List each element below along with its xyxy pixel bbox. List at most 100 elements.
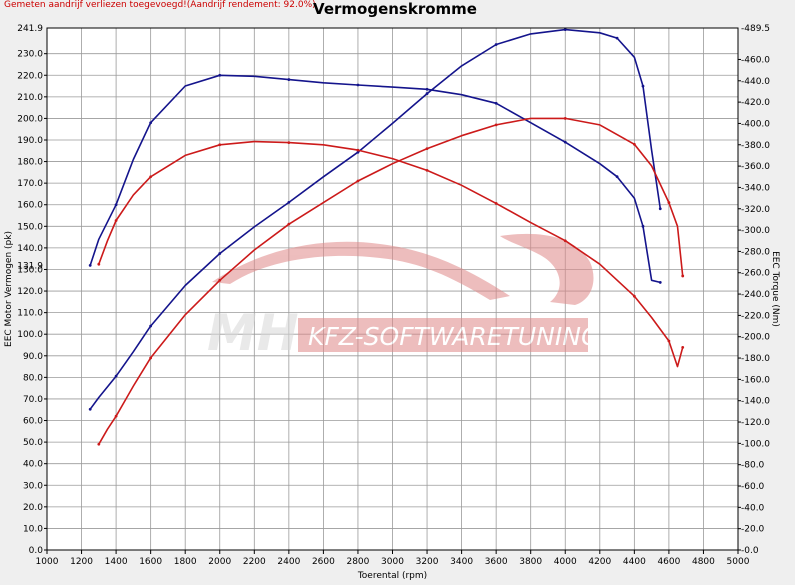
- x-tick-label: 4200: [588, 557, 611, 567]
- y-tick-label: 220.0: [17, 71, 43, 81]
- y-tick-label: 100.0: [17, 330, 43, 340]
- y2-tick-label: -140.0: [741, 397, 770, 407]
- data-point: [287, 222, 291, 226]
- data-point: [149, 356, 153, 360]
- y2-tick-label: -380.0: [741, 141, 770, 151]
- data-point: [563, 28, 567, 31]
- y-tick-label: 0.0: [29, 546, 44, 556]
- x-tick-label: 3400: [450, 557, 473, 567]
- y-tick-label: 130.0: [17, 265, 43, 275]
- x-tick-label: 2400: [277, 557, 300, 567]
- data-point: [218, 252, 222, 255]
- data-point: [114, 203, 118, 207]
- data-point: [615, 175, 619, 179]
- y-tick-label-start: 131.9: [17, 261, 43, 271]
- data-point: [615, 36, 619, 40]
- y2-tick-label: -60.0: [741, 482, 765, 492]
- y-tick-label: 80.0: [23, 373, 43, 383]
- y2-tick-label: -80.0: [741, 461, 765, 471]
- y2-tick-label: -100.0: [741, 439, 770, 449]
- y-tick-label: 180.0: [17, 158, 43, 168]
- data-point: [563, 140, 567, 144]
- data-point: [218, 143, 222, 147]
- data-point: [632, 294, 636, 298]
- data-point: [287, 141, 291, 145]
- x-tick-label: 5000: [727, 557, 750, 567]
- y-tick-label: 150.0: [17, 222, 43, 232]
- y2-tick-label: -420.0: [741, 98, 770, 108]
- y-tick-label: 20.0: [23, 503, 43, 513]
- y-tick-label: 70.0: [23, 395, 43, 405]
- y2-tick-label: -360.0: [741, 162, 770, 172]
- data-point: [641, 224, 645, 228]
- data-point: [667, 201, 671, 204]
- y-axis-right-ticks: -489.5 -0.0 -20.0 -40.0 -60.0 -80.0 -100.0 -120…: [738, 24, 770, 556]
- y2-tick-label: -0.0: [741, 546, 759, 556]
- y2-tick-label: -340.0: [741, 183, 770, 193]
- y-axis-right-label: EEC Torque (Nm): [770, 251, 780, 327]
- data-point: [114, 219, 118, 222]
- x-tick-label: 1200: [70, 557, 93, 567]
- data-point: [494, 202, 498, 205]
- x-tick-label: 2000: [208, 557, 231, 567]
- data-point: [218, 278, 222, 282]
- data-point: [356, 148, 360, 152]
- y2-tick-label: -400.0: [741, 119, 770, 129]
- data-point: [356, 150, 360, 154]
- y2-tick-label: -280.0: [741, 247, 770, 257]
- data-point: [97, 262, 101, 266]
- torque-series-line: [98, 140, 684, 368]
- y-tick-label: 110.0: [17, 309, 43, 319]
- y-tick-label: 10.0: [23, 524, 43, 534]
- power-series-line: [89, 74, 661, 284]
- data-point: [114, 414, 118, 418]
- data-point: [425, 168, 429, 172]
- x-tick-label: 1000: [36, 557, 59, 567]
- x-tick-label: 3200: [416, 557, 439, 567]
- drivetrain-loss-note: Gemeten aandrijf verliezen toegevoegd!(A…: [4, 0, 316, 10]
- data-point: [114, 374, 118, 378]
- x-tick-label: 1400: [105, 557, 128, 567]
- y2-tick-label: -440.0: [741, 77, 770, 87]
- y-tick-label: 160.0: [17, 201, 43, 211]
- data-point: [681, 274, 685, 278]
- x-tick-label: 3800: [519, 557, 542, 567]
- y-tick-label: 60.0: [23, 417, 43, 427]
- data-point: [356, 83, 360, 87]
- y2-tick-label: -40.0: [741, 503, 765, 513]
- x-tick-label: 2200: [243, 557, 266, 567]
- y2-tick-label: -240.0: [741, 290, 770, 300]
- data-point: [658, 207, 662, 211]
- watermark-banner: [298, 318, 588, 352]
- x-tick-label: 2600: [312, 557, 335, 567]
- y2-tick-label: -120.0: [741, 418, 770, 428]
- data-point: [287, 78, 291, 81]
- y2-tick-label: -300.0: [741, 226, 770, 236]
- x-axis-ticks: 1000 1200 1400 1600 1800 2000 2200 2400 2600 2800…: [36, 550, 750, 567]
- data-point: [149, 324, 153, 328]
- data-point: [632, 142, 636, 146]
- y-tick-label: 140.0: [17, 244, 43, 254]
- y-axis-left-ticks: 241.9 131.9 0.0 10.0 20.0 30.0 40.0 50.0 60.0 70.…: [17, 24, 47, 556]
- y-tick-label: 200.0: [17, 114, 43, 124]
- watermark-car-roof: [212, 241, 510, 300]
- y2-tick-label: -220.0: [741, 311, 770, 321]
- y2-tick-label: -200.0: [741, 333, 770, 343]
- x-tick-label: 4000: [554, 557, 577, 567]
- data-point: [425, 87, 429, 91]
- y-tick-label: 50.0: [23, 438, 43, 448]
- y-tick-label: 40.0: [23, 460, 43, 470]
- y-tick-label: 90.0: [23, 352, 43, 362]
- y-tick-label: 120.0: [17, 287, 43, 297]
- y2-tick-label: -160.0: [741, 375, 770, 385]
- grid: [46, 28, 739, 551]
- data-point: [287, 200, 291, 204]
- y-tick-label-max: 241.9: [17, 24, 43, 34]
- data-point: [667, 339, 671, 343]
- series-layer: [88, 28, 685, 446]
- data-point: [681, 345, 685, 349]
- watermark: MH KFZ-SOFTWARETUNING: [207, 233, 600, 362]
- y-tick-label: 210.0: [17, 93, 43, 103]
- watermark-brand: KFZ-SOFTWARETUNING: [308, 322, 600, 351]
- watermark-car-front: [500, 233, 594, 305]
